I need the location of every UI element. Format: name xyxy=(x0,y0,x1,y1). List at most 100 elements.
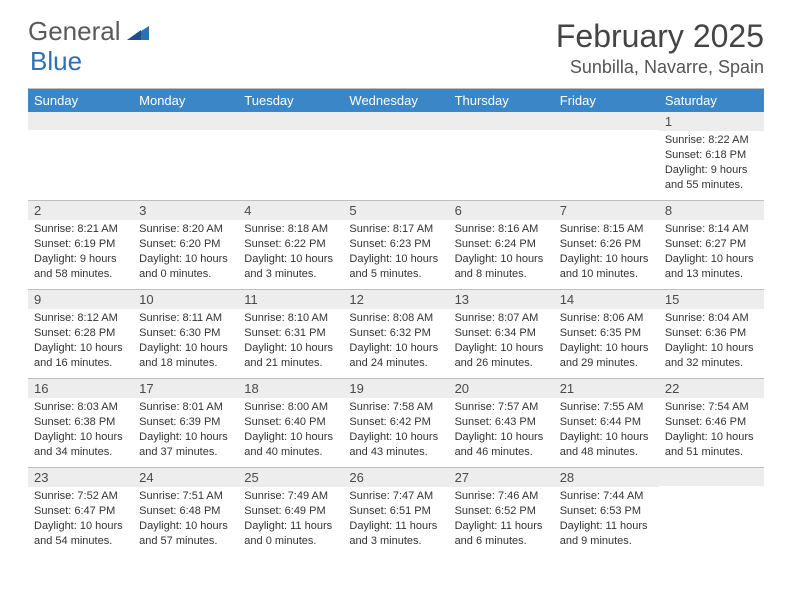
daylight-text: and 24 minutes. xyxy=(349,356,442,371)
day-number xyxy=(449,112,554,130)
day-cell xyxy=(659,468,764,556)
day-number: 18 xyxy=(238,379,343,398)
day-details: Sunrise: 8:16 AMSunset: 6:24 PMDaylight:… xyxy=(449,220,554,285)
sunrise-text: Sunrise: 8:12 AM xyxy=(34,311,127,326)
sunset-text: Sunset: 6:35 PM xyxy=(560,326,653,341)
daylight-text: and 10 minutes. xyxy=(560,267,653,282)
day-header: Sunday xyxy=(28,89,133,112)
daylight-text: Daylight: 10 hours xyxy=(665,430,758,445)
logo-text-1: General xyxy=(28,18,121,44)
sunrise-text: Sunrise: 7:58 AM xyxy=(349,400,442,415)
day-cell: 27Sunrise: 7:46 AMSunset: 6:52 PMDayligh… xyxy=(449,468,554,556)
day-cell: 28Sunrise: 7:44 AMSunset: 6:53 PMDayligh… xyxy=(554,468,659,556)
day-number xyxy=(343,112,448,130)
sunrise-text: Sunrise: 7:52 AM xyxy=(34,489,127,504)
weeks-container: 1Sunrise: 8:22 AMSunset: 6:18 PMDaylight… xyxy=(28,112,764,556)
daylight-text: and 37 minutes. xyxy=(139,445,232,460)
sunset-text: Sunset: 6:26 PM xyxy=(560,237,653,252)
sunrise-text: Sunrise: 7:55 AM xyxy=(560,400,653,415)
month-title: February 2025 xyxy=(556,18,764,55)
day-number: 14 xyxy=(554,290,659,309)
day-header: Monday xyxy=(133,89,238,112)
day-cell: 20Sunrise: 7:57 AMSunset: 6:43 PMDayligh… xyxy=(449,379,554,467)
sunset-text: Sunset: 6:39 PM xyxy=(139,415,232,430)
daylight-text: Daylight: 10 hours xyxy=(665,252,758,267)
day-number: 16 xyxy=(28,379,133,398)
day-cell: 25Sunrise: 7:49 AMSunset: 6:49 PMDayligh… xyxy=(238,468,343,556)
day-number: 5 xyxy=(343,201,448,220)
sunrise-text: Sunrise: 7:47 AM xyxy=(349,489,442,504)
day-number: 1 xyxy=(659,112,764,131)
sunrise-text: Sunrise: 8:10 AM xyxy=(244,311,337,326)
sunrise-text: Sunrise: 8:17 AM xyxy=(349,222,442,237)
daylight-text: and 21 minutes. xyxy=(244,356,337,371)
day-details: Sunrise: 8:08 AMSunset: 6:32 PMDaylight:… xyxy=(343,309,448,374)
day-number: 22 xyxy=(659,379,764,398)
sunset-text: Sunset: 6:36 PM xyxy=(665,326,758,341)
day-number xyxy=(554,112,659,130)
daylight-text: Daylight: 9 hours xyxy=(34,252,127,267)
day-details: Sunrise: 8:00 AMSunset: 6:40 PMDaylight:… xyxy=(238,398,343,463)
daylight-text: Daylight: 10 hours xyxy=(455,341,548,356)
daylight-text: and 54 minutes. xyxy=(34,534,127,549)
day-details: Sunrise: 7:55 AMSunset: 6:44 PMDaylight:… xyxy=(554,398,659,463)
logo: General xyxy=(28,18,151,44)
day-cell xyxy=(238,112,343,200)
day-cell: 18Sunrise: 8:00 AMSunset: 6:40 PMDayligh… xyxy=(238,379,343,467)
day-number: 15 xyxy=(659,290,764,309)
day-cell xyxy=(343,112,448,200)
day-details: Sunrise: 8:07 AMSunset: 6:34 PMDaylight:… xyxy=(449,309,554,374)
sunrise-text: Sunrise: 8:06 AM xyxy=(560,311,653,326)
day-header: Wednesday xyxy=(343,89,448,112)
day-details: Sunrise: 8:15 AMSunset: 6:26 PMDaylight:… xyxy=(554,220,659,285)
daylight-text: and 34 minutes. xyxy=(34,445,127,460)
day-cell: 26Sunrise: 7:47 AMSunset: 6:51 PMDayligh… xyxy=(343,468,448,556)
day-details: Sunrise: 7:47 AMSunset: 6:51 PMDaylight:… xyxy=(343,487,448,552)
daylight-text: and 13 minutes. xyxy=(665,267,758,282)
day-number: 3 xyxy=(133,201,238,220)
calendar: Sunday Monday Tuesday Wednesday Thursday… xyxy=(28,88,764,556)
header: General February 2025 Sunbilla, Navarre,… xyxy=(28,18,764,78)
daylight-text: Daylight: 10 hours xyxy=(244,430,337,445)
day-cell: 12Sunrise: 8:08 AMSunset: 6:32 PMDayligh… xyxy=(343,290,448,378)
daylight-text: Daylight: 10 hours xyxy=(455,430,548,445)
sunset-text: Sunset: 6:53 PM xyxy=(560,504,653,519)
day-details: Sunrise: 8:22 AMSunset: 6:18 PMDaylight:… xyxy=(659,131,764,196)
day-cell: 1Sunrise: 8:22 AMSunset: 6:18 PMDaylight… xyxy=(659,112,764,200)
day-number: 27 xyxy=(449,468,554,487)
sunrise-text: Sunrise: 8:01 AM xyxy=(139,400,232,415)
day-cell xyxy=(28,112,133,200)
sunset-text: Sunset: 6:23 PM xyxy=(349,237,442,252)
day-details: Sunrise: 8:14 AMSunset: 6:27 PMDaylight:… xyxy=(659,220,764,285)
week-row: 2Sunrise: 8:21 AMSunset: 6:19 PMDaylight… xyxy=(28,200,764,289)
day-cell: 6Sunrise: 8:16 AMSunset: 6:24 PMDaylight… xyxy=(449,201,554,289)
sunset-text: Sunset: 6:18 PM xyxy=(665,148,758,163)
day-details: Sunrise: 8:03 AMSunset: 6:38 PMDaylight:… xyxy=(28,398,133,463)
daylight-text: and 3 minutes. xyxy=(349,534,442,549)
sunset-text: Sunset: 6:32 PM xyxy=(349,326,442,341)
sunset-text: Sunset: 6:28 PM xyxy=(34,326,127,341)
day-number: 9 xyxy=(28,290,133,309)
day-number: 6 xyxy=(449,201,554,220)
day-number: 24 xyxy=(133,468,238,487)
day-cell: 4Sunrise: 8:18 AMSunset: 6:22 PMDaylight… xyxy=(238,201,343,289)
day-cell: 23Sunrise: 7:52 AMSunset: 6:47 PMDayligh… xyxy=(28,468,133,556)
sunset-text: Sunset: 6:47 PM xyxy=(34,504,127,519)
day-cell: 3Sunrise: 8:20 AMSunset: 6:20 PMDaylight… xyxy=(133,201,238,289)
sunset-text: Sunset: 6:34 PM xyxy=(455,326,548,341)
daylight-text: and 48 minutes. xyxy=(560,445,653,460)
daylight-text: Daylight: 10 hours xyxy=(560,252,653,267)
daylight-text: Daylight: 10 hours xyxy=(244,341,337,356)
day-details: Sunrise: 7:51 AMSunset: 6:48 PMDaylight:… xyxy=(133,487,238,552)
daylight-text: and 51 minutes. xyxy=(665,445,758,460)
daylight-text: and 58 minutes. xyxy=(34,267,127,282)
sunrise-text: Sunrise: 8:08 AM xyxy=(349,311,442,326)
day-header: Saturday xyxy=(659,89,764,112)
day-cell xyxy=(133,112,238,200)
sunset-text: Sunset: 6:49 PM xyxy=(244,504,337,519)
daylight-text: and 3 minutes. xyxy=(244,267,337,282)
day-details: Sunrise: 7:52 AMSunset: 6:47 PMDaylight:… xyxy=(28,487,133,552)
sunrise-text: Sunrise: 8:00 AM xyxy=(244,400,337,415)
day-details: Sunrise: 7:58 AMSunset: 6:42 PMDaylight:… xyxy=(343,398,448,463)
sunset-text: Sunset: 6:31 PM xyxy=(244,326,337,341)
